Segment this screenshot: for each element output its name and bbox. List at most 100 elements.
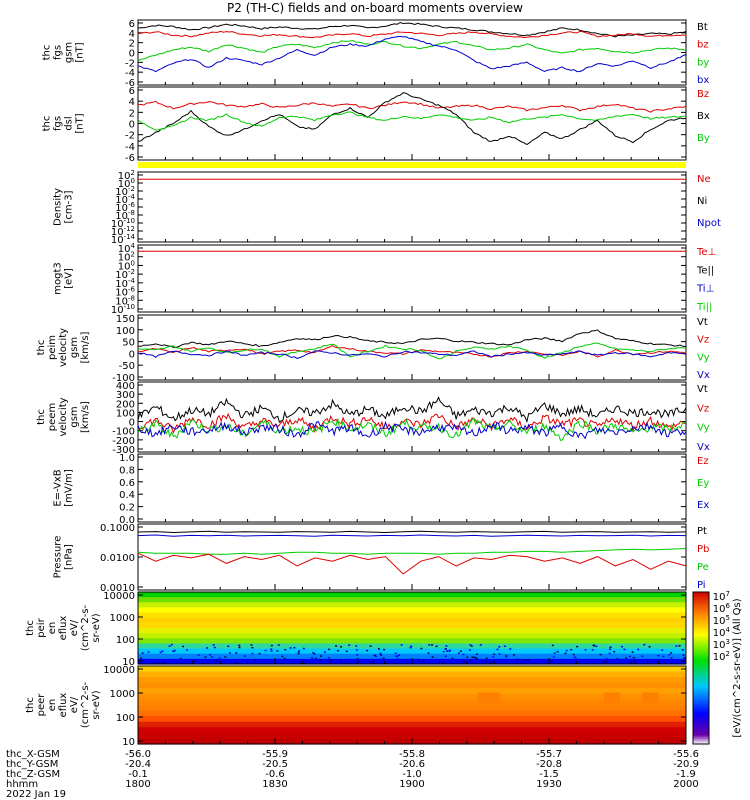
spectrogram-speckle — [367, 661, 370, 663]
spectrogram-speckle — [369, 645, 372, 647]
spectrogram-speckle — [373, 654, 376, 657]
y-tick-label: 0.2 — [119, 503, 135, 514]
spectrogram-speckle — [493, 653, 496, 656]
spectrogram-speckle — [599, 653, 602, 656]
y-axis-label: [mV/m] — [64, 469, 75, 507]
spectrogram-speckle — [535, 658, 538, 661]
spectrogram-speckle — [193, 659, 196, 662]
spectrogram-speckle — [149, 660, 152, 662]
spectrogram-speckle — [468, 649, 471, 651]
y-axis-label: [nT] — [75, 113, 86, 133]
y-tick-label: 2 — [129, 39, 135, 50]
spectrogram-speckle — [270, 648, 273, 650]
series-red — [137, 412, 687, 435]
spectrogram-speckle — [153, 662, 156, 664]
x-axis-value: -55.7 — [536, 749, 562, 760]
spectrogram-speckle — [509, 648, 512, 650]
spectrogram-speckle — [512, 654, 515, 656]
spectrogram-speckle — [264, 649, 267, 652]
spectrogram-band — [138, 716, 686, 723]
y-tick-label: 4 — [129, 29, 135, 40]
spectrogram-speckle — [628, 655, 631, 658]
legend-entry: Vx — [697, 370, 710, 381]
y-tick-label: 0.1000 — [100, 523, 135, 534]
spectrogram-speckle — [284, 648, 287, 651]
y-axis-label: E=-VxB — [53, 469, 64, 506]
spectrogram-speckle — [330, 660, 333, 663]
spectrogram-band — [138, 688, 686, 695]
legend-entry: Ey — [697, 478, 709, 489]
spectrogram-speckle — [340, 659, 343, 661]
y-tick-label: 1000 — [110, 613, 135, 624]
spectrogram-band — [138, 607, 686, 614]
spectrogram-speckle — [241, 660, 244, 662]
spectrogram-speckle — [471, 656, 474, 659]
spectrogram-speckle — [289, 647, 292, 649]
spectrogram-speckle — [524, 658, 527, 661]
spectrogram-speckle — [379, 654, 382, 656]
spectrogram-speckle — [311, 657, 314, 659]
spectrogram-speckle — [163, 661, 166, 663]
x-axis-value: -1.0 — [402, 769, 422, 780]
y-axis-label: gsm — [69, 406, 80, 427]
spectrogram-speckle — [556, 650, 559, 653]
series-black — [137, 329, 686, 348]
spectrogram-speckle — [643, 643, 646, 646]
spectrogram-band — [138, 705, 686, 712]
spectrogram-band — [138, 677, 686, 684]
colorbar-gradient — [692, 591, 710, 745]
spectrogram-speckle — [297, 652, 300, 654]
panel-density: 10210010-210-410-610-810-1010-1210-14Den… — [53, 169, 721, 246]
legend-entry: Vy — [697, 352, 710, 363]
spectrogram-speckle — [485, 657, 488, 659]
spectrogram-speckle — [552, 656, 555, 658]
spectrogram-speckle — [170, 643, 173, 646]
x-axis-value: -1.9 — [676, 769, 696, 780]
spectrogram-speckle — [298, 650, 301, 652]
y-axis-label: [nPa] — [64, 544, 75, 570]
spectrogram-band — [138, 628, 686, 634]
spectrogram-speckle — [417, 658, 420, 661]
legend-entry: Pi — [697, 580, 706, 591]
series-red — [137, 552, 687, 575]
legend-entry: Bt — [697, 22, 708, 33]
spectrogram-band — [138, 671, 686, 678]
x-axis-value: -55.6 — [673, 749, 699, 760]
spectrogram-speckle — [613, 651, 616, 653]
y-tick-label: 0.8 — [119, 465, 135, 476]
spectrogram-speckle — [622, 662, 625, 664]
spectrogram-speckle — [573, 656, 576, 659]
y-axis-label: thc — [25, 697, 36, 713]
spectrogram-speckle — [379, 652, 382, 655]
spectrogram-speckle — [670, 652, 673, 654]
spectrogram-speckle — [182, 645, 185, 648]
spectrogram-speckle — [277, 644, 280, 646]
spectrogram-speckle — [609, 646, 612, 649]
spectrogram-speckle — [670, 657, 673, 659]
y-tick-label: 150 — [116, 314, 135, 325]
legend-entry: Npot — [697, 218, 721, 229]
spectrogram-speckle — [662, 655, 665, 658]
y-tick-label: 100 — [116, 326, 135, 337]
spectrogram-speckle — [397, 658, 400, 660]
spectrogram-speckle — [445, 645, 448, 647]
y-axis-label: thc — [36, 340, 47, 356]
x-axis-value: -56.0 — [125, 749, 151, 760]
spectrogram-speckle — [681, 649, 684, 651]
spectrogram-speckle — [348, 644, 351, 646]
spectrogram-speckle — [276, 650, 279, 652]
legend-entry: bx — [697, 75, 709, 86]
y-tick-label: 0.0100 — [100, 553, 135, 564]
y-tick-label: 300 — [116, 390, 135, 401]
spectrogram-speckle — [211, 656, 214, 658]
spectrogram-speckle — [395, 655, 398, 658]
spectrogram-speckle — [165, 659, 168, 662]
y-axis-label: thc — [42, 45, 53, 61]
y-axis-label: peim — [47, 335, 58, 360]
spectrogram-speckle — [489, 662, 492, 664]
series-black — [137, 396, 687, 424]
spectrogram-speckle — [372, 660, 375, 663]
